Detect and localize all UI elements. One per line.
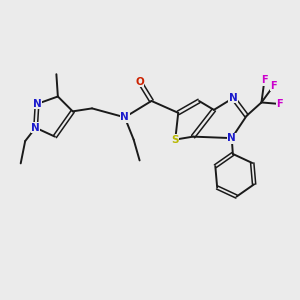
Text: S: S [172,135,179,145]
Text: N: N [229,93,238,103]
Text: F: F [261,75,268,85]
Text: F: F [270,81,277,91]
Text: N: N [120,112,129,122]
Text: N: N [31,123,40,133]
Text: N: N [227,133,236,143]
Text: N: N [33,99,41,109]
Text: F: F [276,99,283,109]
Text: O: O [135,76,144,87]
